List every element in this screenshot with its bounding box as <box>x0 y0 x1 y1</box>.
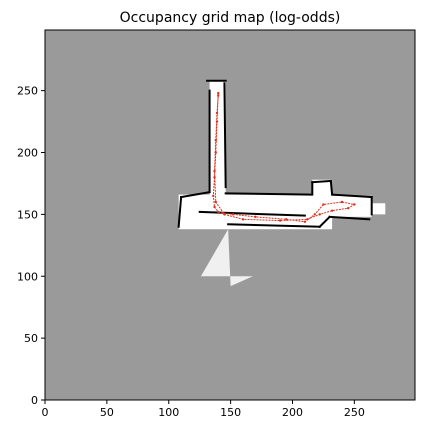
trajectory-point <box>306 218 309 221</box>
occupied-wall <box>311 179 332 184</box>
occupied-wall <box>177 195 183 228</box>
trajectory-point <box>213 176 216 179</box>
x-axis: 0 50 100 150 200 250 <box>42 400 365 419</box>
trajectory-point <box>215 111 219 115</box>
x-tick-label: 250 <box>344 406 365 419</box>
trajectory-point <box>254 215 257 219</box>
x-tick-label: 50 <box>100 406 114 419</box>
trajectory-point <box>217 94 220 97</box>
trajectory-point <box>212 194 215 198</box>
chart-title: Occupancy grid map (log-odds) <box>120 10 341 26</box>
trajectory-point <box>214 151 217 154</box>
occupied-wall <box>179 190 211 199</box>
occupied-wall <box>227 223 321 228</box>
trajectory-point <box>278 219 282 222</box>
trajectory-point <box>214 138 217 142</box>
free-fan-region <box>200 229 253 287</box>
trajectory-point <box>241 218 245 221</box>
y-tick-label: 100 <box>17 270 38 283</box>
trajectory-point <box>346 206 350 210</box>
trajectory-point <box>285 218 288 221</box>
x-tick-label: 0 <box>42 406 49 419</box>
free-region <box>312 179 333 199</box>
trajectory-point <box>330 209 334 212</box>
trajectory-point <box>215 120 219 123</box>
trajectory-point <box>353 203 356 206</box>
trajectory-point <box>340 200 344 204</box>
trajectory-point <box>318 213 321 216</box>
robot-trajectory <box>212 91 356 224</box>
occupied-wall <box>318 215 332 229</box>
occupied-cells-layer <box>177 79 373 229</box>
trajectory-point <box>313 213 316 216</box>
occupied-wall <box>224 192 313 196</box>
trajectory-line <box>212 93 356 223</box>
y-tick-label: 150 <box>17 208 38 221</box>
y-tick-label: 200 <box>17 147 38 160</box>
free-region <box>319 195 372 217</box>
free-region <box>369 203 386 215</box>
trajectory-point <box>223 213 226 216</box>
x-tick-label: 100 <box>158 406 179 419</box>
plot-frame <box>44 29 416 401</box>
trajectory-point <box>322 203 325 206</box>
trajectory-point <box>231 213 235 216</box>
x-tick-label: 150 <box>220 406 241 419</box>
y-tick-label: 250 <box>17 85 38 98</box>
occupied-wall <box>331 193 373 199</box>
occupied-wall <box>328 215 371 221</box>
occupied-wall <box>329 179 334 196</box>
trajectory-point <box>213 169 216 173</box>
y-axis: 0 50 100 150 200 250 <box>17 85 45 407</box>
occupied-wall <box>223 82 227 189</box>
trajectory-point <box>303 220 307 224</box>
occupied-wall <box>198 210 306 217</box>
y-tick-label: 50 <box>24 332 38 345</box>
x-tick-label: 200 <box>282 406 303 419</box>
trajectory-point <box>217 210 220 214</box>
trajectory-point <box>214 200 217 204</box>
y-tick-label: 0 <box>31 394 38 407</box>
free-region <box>209 80 226 212</box>
trajectory-point <box>213 205 216 209</box>
trajectory-point <box>217 91 220 95</box>
